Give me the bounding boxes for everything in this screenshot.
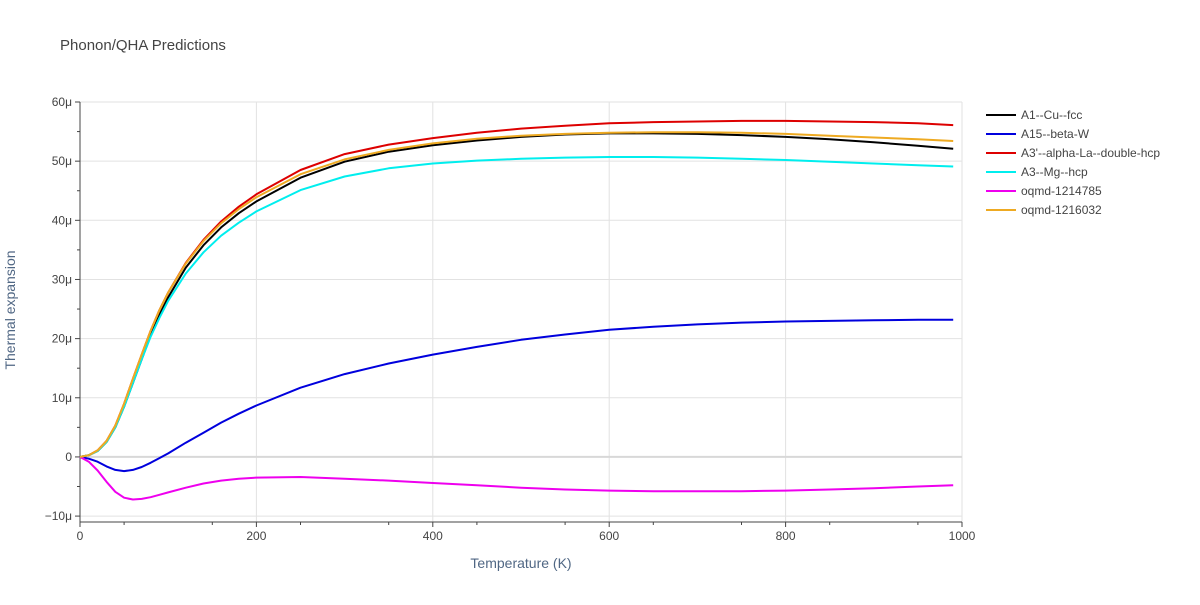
axes (75, 101, 963, 527)
series-line-a15-beta-w (79, 318, 954, 473)
x-axis-title: Temperature (K) (470, 555, 571, 571)
y-tick-label: 50μ (52, 154, 72, 168)
legend: A1--Cu--fcc A15--beta-W A3'--alpha-La--dou… (986, 108, 1160, 217)
y-tick-label: 10μ (52, 391, 72, 405)
series-line-a3-alpha-la-double-hcp (79, 119, 954, 458)
legend-item[interactable]: A3'--alpha-La--double-hcp (986, 146, 1160, 160)
y-tick-label: 0 (65, 450, 72, 464)
legend-item[interactable]: A15--beta-W (986, 127, 1090, 141)
legend-label: A1--Cu--fcc (1021, 108, 1082, 122)
legend-label: oqmd-1216032 (1021, 203, 1102, 217)
x-tick-label: 0 (77, 529, 84, 543)
legend-item[interactable]: oqmd-1214785 (986, 184, 1102, 198)
y-tick-label: 40μ (52, 213, 72, 227)
series-lines (79, 119, 954, 501)
x-tick-label: 400 (423, 529, 443, 543)
legend-item[interactable]: oqmd-1216032 (986, 203, 1102, 217)
y-tick-labels: −10μ 0 10μ 20μ 30μ 40μ 50μ 60μ (45, 95, 73, 523)
y-tick-label: 20μ (52, 332, 72, 346)
x-tick-label: 600 (599, 529, 619, 543)
grid (80, 101, 963, 522)
x-tick-label: 200 (246, 529, 266, 543)
legend-item[interactable]: A1--Cu--fcc (986, 108, 1082, 122)
series-line-oqmd-1214785 (79, 456, 954, 501)
series-line-a3-mg-hcp (79, 156, 954, 458)
legend-label: A3--Mg--hcp (1021, 165, 1088, 179)
y-tick-label: 60μ (52, 95, 72, 109)
y-tick-label: −10μ (45, 509, 72, 523)
y-axis-title: Thermal expansion (2, 250, 18, 369)
series-line-oqmd-1216032 (79, 131, 954, 458)
series-line-a1-cu-fcc (79, 132, 954, 458)
x-tick-labels: 0 200 400 600 800 1000 (77, 529, 976, 543)
legend-label: A3'--alpha-La--double-hcp (1021, 146, 1160, 160)
x-tick-label: 1000 (949, 529, 976, 543)
legend-label: oqmd-1214785 (1021, 184, 1102, 198)
chart-title: Phonon/QHA Predictions (60, 37, 226, 54)
legend-label: A15--beta-W (1021, 127, 1090, 141)
y-tick-label: 30μ (52, 272, 72, 286)
x-tick-label: 800 (776, 529, 796, 543)
legend-item[interactable]: A3--Mg--hcp (986, 165, 1088, 179)
